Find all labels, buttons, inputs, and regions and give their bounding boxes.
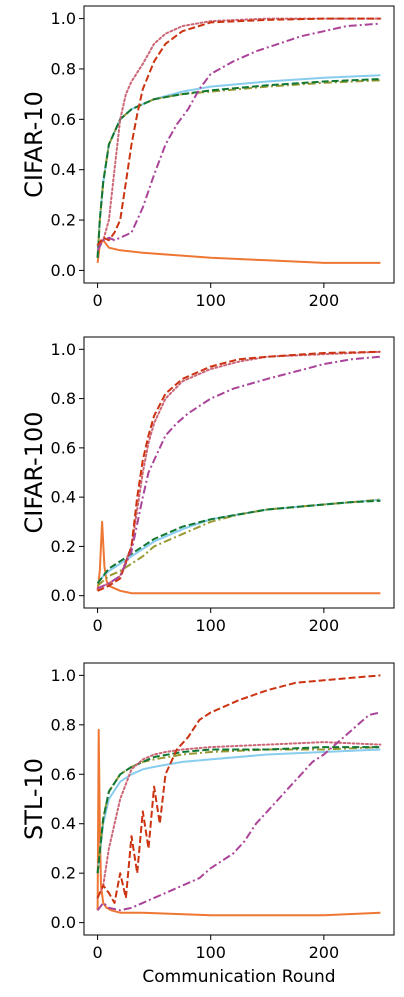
y-tick-label: 0.6 bbox=[51, 438, 76, 457]
x-tick-label: 100 bbox=[195, 616, 226, 635]
plot-frame bbox=[83, 662, 395, 936]
x-tick-label: 0 bbox=[92, 616, 102, 635]
series-line-1 bbox=[96, 239, 381, 264]
y-tick-label: 1.0 bbox=[51, 666, 76, 685]
y-axis-label: STL-10 bbox=[20, 758, 48, 840]
series-line-4 bbox=[96, 499, 381, 585]
y-tick-label: 0.0 bbox=[51, 586, 76, 605]
y-tick-label: 0.4 bbox=[51, 814, 76, 833]
panel-cifar10: CIFAR-10 0.0 0.2 0.4 0.6 0.8 1.0 0 100 200 bbox=[20, 5, 395, 310]
series-group bbox=[96, 17, 382, 264]
series-line-5 bbox=[96, 741, 382, 899]
series-line-6 bbox=[96, 674, 381, 904]
y-tick-label: 0.4 bbox=[51, 160, 76, 179]
series-group bbox=[96, 674, 382, 917]
series-line-7 bbox=[96, 711, 381, 912]
y-tick-label: 0.0 bbox=[51, 913, 76, 932]
y-tick-label: 0.8 bbox=[51, 389, 76, 408]
series-line-6 bbox=[96, 17, 381, 246]
series-line-2 bbox=[96, 748, 381, 874]
series-line-3 bbox=[96, 746, 381, 874]
series-line-5 bbox=[96, 17, 382, 247]
x-tick-label: 100 bbox=[195, 291, 226, 310]
series-line-3 bbox=[96, 498, 381, 587]
y-tick-label: 0.8 bbox=[51, 59, 76, 78]
x-axis-label: Communication Round bbox=[142, 967, 335, 987]
y-tick-label: 0.0 bbox=[51, 261, 76, 280]
series-line-4 bbox=[96, 78, 381, 258]
x-tick-label: 100 bbox=[195, 943, 226, 962]
x-tick-label: 200 bbox=[309, 291, 340, 310]
plot-frame bbox=[83, 336, 395, 609]
y-tick-label: 1.0 bbox=[51, 340, 76, 359]
x-tick-label: 0 bbox=[92, 943, 102, 962]
y-tick-label: 0.4 bbox=[51, 488, 76, 507]
plot-frame bbox=[83, 5, 395, 284]
series-line-2 bbox=[96, 74, 381, 258]
y-tick-label: 0.2 bbox=[51, 537, 76, 556]
panel-stl10: STL-10 Communication Round 0.0 0.2 0.4 0.6 0… bbox=[20, 662, 395, 987]
x-tick-label: 200 bbox=[309, 616, 340, 635]
panel-cifar100: CIFAR-100 0.0 0.2 0.4 0.6 0.8 1.0 0 100 200 bbox=[20, 336, 395, 635]
y-axis-label: CIFAR-100 bbox=[20, 411, 48, 533]
series-line-2 bbox=[96, 498, 381, 585]
series-line-7 bbox=[97, 355, 381, 590]
series-group bbox=[96, 350, 382, 595]
series-line-3 bbox=[96, 79, 381, 258]
y-tick-label: 0.2 bbox=[51, 864, 76, 883]
y-tick-label: 0.2 bbox=[51, 211, 76, 230]
series-line-1 bbox=[96, 728, 381, 917]
y-tick-label: 0.6 bbox=[51, 765, 76, 784]
x-tick-label: 0 bbox=[92, 291, 102, 310]
y-tick-label: 1.0 bbox=[51, 9, 76, 28]
y-tick-label: 0.6 bbox=[51, 110, 76, 129]
series-line-6 bbox=[97, 350, 381, 592]
series-line-4 bbox=[96, 746, 381, 874]
y-tick-label: 0.8 bbox=[51, 715, 76, 734]
x-tick-label: 200 bbox=[309, 943, 340, 962]
series-line-1 bbox=[96, 520, 381, 595]
series-line-7 bbox=[96, 22, 381, 251]
y-axis-label: CIFAR-10 bbox=[20, 91, 48, 198]
